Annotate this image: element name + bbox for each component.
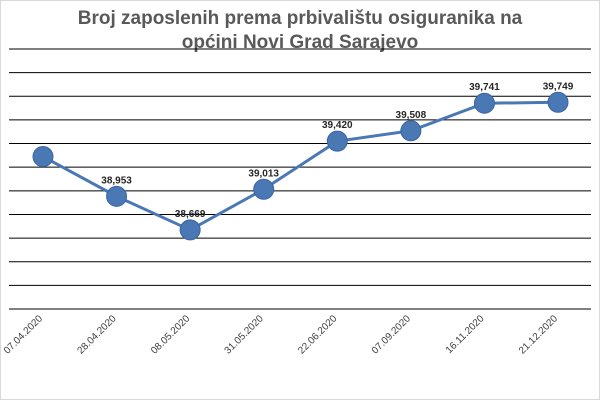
series-line bbox=[42, 100, 559, 232]
data-label: 39,420 bbox=[322, 120, 353, 131]
data-label: 38,669 bbox=[175, 209, 206, 220]
x-tick-label: 07.04.2020 bbox=[2, 313, 45, 356]
data-label: 39,508 bbox=[396, 110, 427, 121]
data-label: 39,749 bbox=[543, 81, 574, 92]
data-point bbox=[473, 92, 495, 114]
data-point bbox=[32, 146, 54, 168]
data-label: 39,013 bbox=[248, 168, 279, 179]
x-tick-label: 08.05.2020 bbox=[149, 313, 192, 356]
data-point bbox=[547, 91, 569, 113]
data-label: 39,741 bbox=[469, 82, 500, 93]
x-tick-label: 21.12.2020 bbox=[517, 313, 560, 356]
data-point bbox=[326, 130, 348, 152]
data-point bbox=[253, 178, 275, 200]
x-tick-label: 07.09.2020 bbox=[370, 313, 413, 356]
data-point bbox=[179, 219, 201, 241]
data-point bbox=[400, 120, 422, 142]
x-tick-label: 28.04.2020 bbox=[76, 313, 119, 356]
chart-title: Broj zaposlenih prema prbivalištu osigur… bbox=[1, 7, 599, 55]
x-tick-label: 31.05.2020 bbox=[223, 313, 266, 356]
chart-title-line-2: općini Novi Grad Sarajevo bbox=[181, 32, 419, 53]
x-tick-label: 16.11.2020 bbox=[444, 313, 487, 356]
data-point bbox=[106, 185, 128, 207]
x-tick-label: 22.06.2020 bbox=[296, 313, 339, 356]
chart-title-line-1: Broj zaposlenih prema prbivalištu osigur… bbox=[77, 8, 523, 29]
data-label: 38,953 bbox=[101, 175, 132, 186]
